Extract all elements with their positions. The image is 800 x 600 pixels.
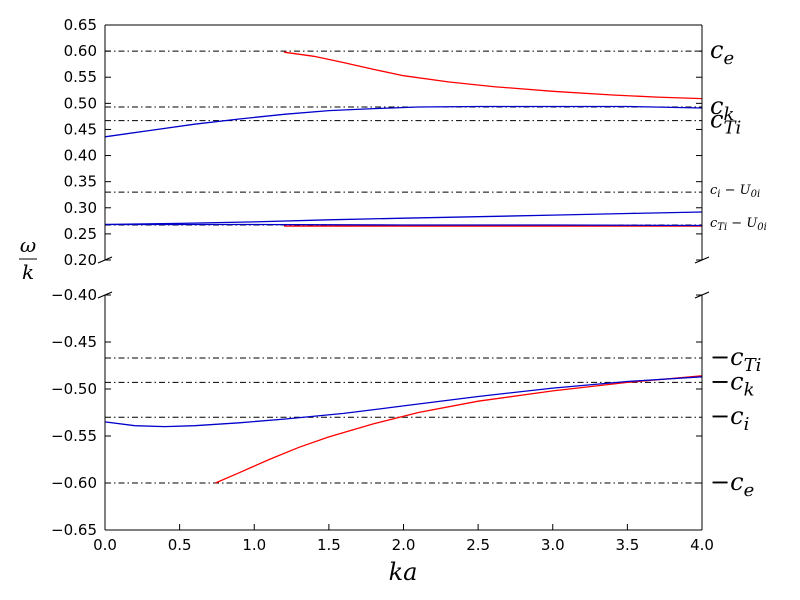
reference-label-minus: − xyxy=(710,367,730,395)
x-tick-label: 2.5 xyxy=(466,536,490,554)
reference-label-minus: − xyxy=(710,468,730,496)
reference-label-lower-1: −ck xyxy=(710,367,754,400)
y-axis-label: ω k xyxy=(19,233,37,284)
reference-label-sub: i xyxy=(717,189,720,200)
reference-label-base: c xyxy=(730,468,743,496)
reference-label-suffix: − U xyxy=(727,216,758,231)
x-tick-label: 2.0 xyxy=(392,536,416,554)
x-tick-label: 1.0 xyxy=(242,536,266,554)
reference-label-upper-4: cTi − U0i xyxy=(710,216,767,233)
y-tick-label: 0.55 xyxy=(64,68,97,86)
x-tick-label: 3.5 xyxy=(615,536,639,554)
reference-label-base: c xyxy=(730,343,743,371)
y-tick-label: 0.65 xyxy=(64,16,97,34)
series-line-upper-4 xyxy=(105,223,703,227)
axis-break-marker-upper-1 xyxy=(694,256,710,264)
axis-break-marker-lower-0 xyxy=(97,291,113,299)
reference-label-lower-3: −ce xyxy=(710,468,754,501)
reference-label-sub: Ti xyxy=(717,222,727,233)
reference-label-base: c xyxy=(710,106,723,134)
series-line-lower-1 xyxy=(104,376,703,428)
y-tick-label: −0.40 xyxy=(51,286,97,304)
x-axis-label: ka xyxy=(389,558,418,586)
reference-label-base: c xyxy=(730,402,743,430)
reference-label-sub: Ti xyxy=(723,118,741,139)
y-tick-label: 0.30 xyxy=(64,199,97,217)
reference-label-upper-1: ck xyxy=(710,92,734,125)
y-tick-label: 0.20 xyxy=(64,251,97,269)
y-tick-label: −0.45 xyxy=(51,333,97,351)
reference-label-upper-3: ci − U0i xyxy=(710,183,760,200)
lower-panel: −cTi−ck−ci−ce−0.65−0.60−0.55−0.50−0.45−0… xyxy=(51,286,761,539)
axis-break-marker-upper-0 xyxy=(97,256,113,264)
y-tick-label: −0.60 xyxy=(51,474,97,492)
reference-label-sub: e xyxy=(723,48,734,69)
series-line-upper-0 xyxy=(284,51,703,100)
reference-label-base: c xyxy=(730,367,743,395)
series-line-lower-0 xyxy=(215,375,703,484)
y-tick-label: 0.50 xyxy=(64,94,97,112)
y-tick-label: 0.60 xyxy=(64,42,97,60)
reference-label-minus: − xyxy=(710,343,730,371)
reference-label-minus: − xyxy=(710,402,730,430)
y-axis-label-denominator: k xyxy=(22,260,34,284)
x-tick-label: 4.0 xyxy=(690,536,714,554)
reference-label-sub: i xyxy=(744,414,750,435)
reference-label-upper-0: ce xyxy=(710,36,734,69)
x-tick-label: 0.0 xyxy=(93,536,117,554)
reference-label-lower-2: −ci xyxy=(710,402,749,435)
series-line-upper-3 xyxy=(104,211,703,226)
x-tick-label: 3.0 xyxy=(541,536,565,554)
y-tick-label: −0.65 xyxy=(51,521,97,539)
reference-label-sub: k xyxy=(744,379,755,400)
reference-label-sub: e xyxy=(744,480,755,501)
reference-label-sub: Ti xyxy=(744,355,762,376)
reference-label-base: c xyxy=(710,92,723,120)
y-tick-label: −0.55 xyxy=(51,427,97,445)
reference-label-lower-0: −cTi xyxy=(710,343,761,376)
reference-label-base: c xyxy=(710,183,718,198)
y-tick-label: −0.50 xyxy=(51,380,97,398)
y-tick-label: 0.35 xyxy=(64,173,97,191)
y-tick-label: 0.40 xyxy=(64,147,97,165)
reference-label-sub: k xyxy=(723,104,734,125)
y-axis-label-numerator: ω xyxy=(20,233,36,257)
axis-break-marker-lower-1 xyxy=(694,291,710,299)
x-axis: 0.0 0.5 1.0 1.5 2.0 2.5 3.0 3.5 4.0 xyxy=(93,524,714,554)
series-line-upper-1 xyxy=(104,105,703,138)
reference-label-base: c xyxy=(710,216,718,231)
x-tick-label: 0.5 xyxy=(168,536,192,554)
reference-label-suffix-sub: 0i xyxy=(751,189,761,200)
reference-label-upper-2: cTi xyxy=(710,106,741,139)
x-tick-label: 1.5 xyxy=(317,536,341,554)
y-tick-label: 0.25 xyxy=(64,225,97,243)
reference-label-suffix-sub: 0i xyxy=(757,222,767,233)
reference-label-suffix: − U xyxy=(720,183,751,198)
reference-label-base: c xyxy=(710,36,723,64)
y-tick-label: 0.45 xyxy=(64,120,97,138)
